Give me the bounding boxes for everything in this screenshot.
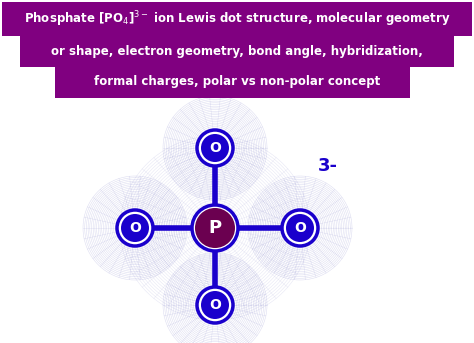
Circle shape — [201, 291, 229, 319]
Bar — [55, 67, 410, 98]
Text: O: O — [209, 141, 221, 155]
Bar — [2, 2, 472, 36]
Circle shape — [197, 130, 233, 166]
Circle shape — [201, 134, 229, 162]
Text: P: P — [209, 219, 221, 237]
Text: Phosphate [PO$_4$]$^{3-}$ ion Lewis dot structure, molecular geometry: Phosphate [PO$_4$]$^{3-}$ ion Lewis dot … — [24, 9, 450, 29]
Text: 3-: 3- — [318, 157, 338, 175]
Circle shape — [195, 208, 235, 248]
Text: O: O — [294, 221, 306, 235]
Circle shape — [282, 210, 318, 246]
Text: O: O — [129, 221, 141, 235]
Circle shape — [192, 205, 238, 251]
Bar — [20, 36, 454, 67]
Circle shape — [197, 287, 233, 323]
Circle shape — [286, 214, 314, 242]
Circle shape — [117, 210, 153, 246]
Text: O: O — [209, 298, 221, 312]
Text: or shape, electron geometry, bond angle, hybridization,: or shape, electron geometry, bond angle,… — [51, 45, 423, 58]
Circle shape — [121, 214, 149, 242]
Text: formal charges, polar vs non-polar concept: formal charges, polar vs non-polar conce… — [94, 75, 380, 88]
